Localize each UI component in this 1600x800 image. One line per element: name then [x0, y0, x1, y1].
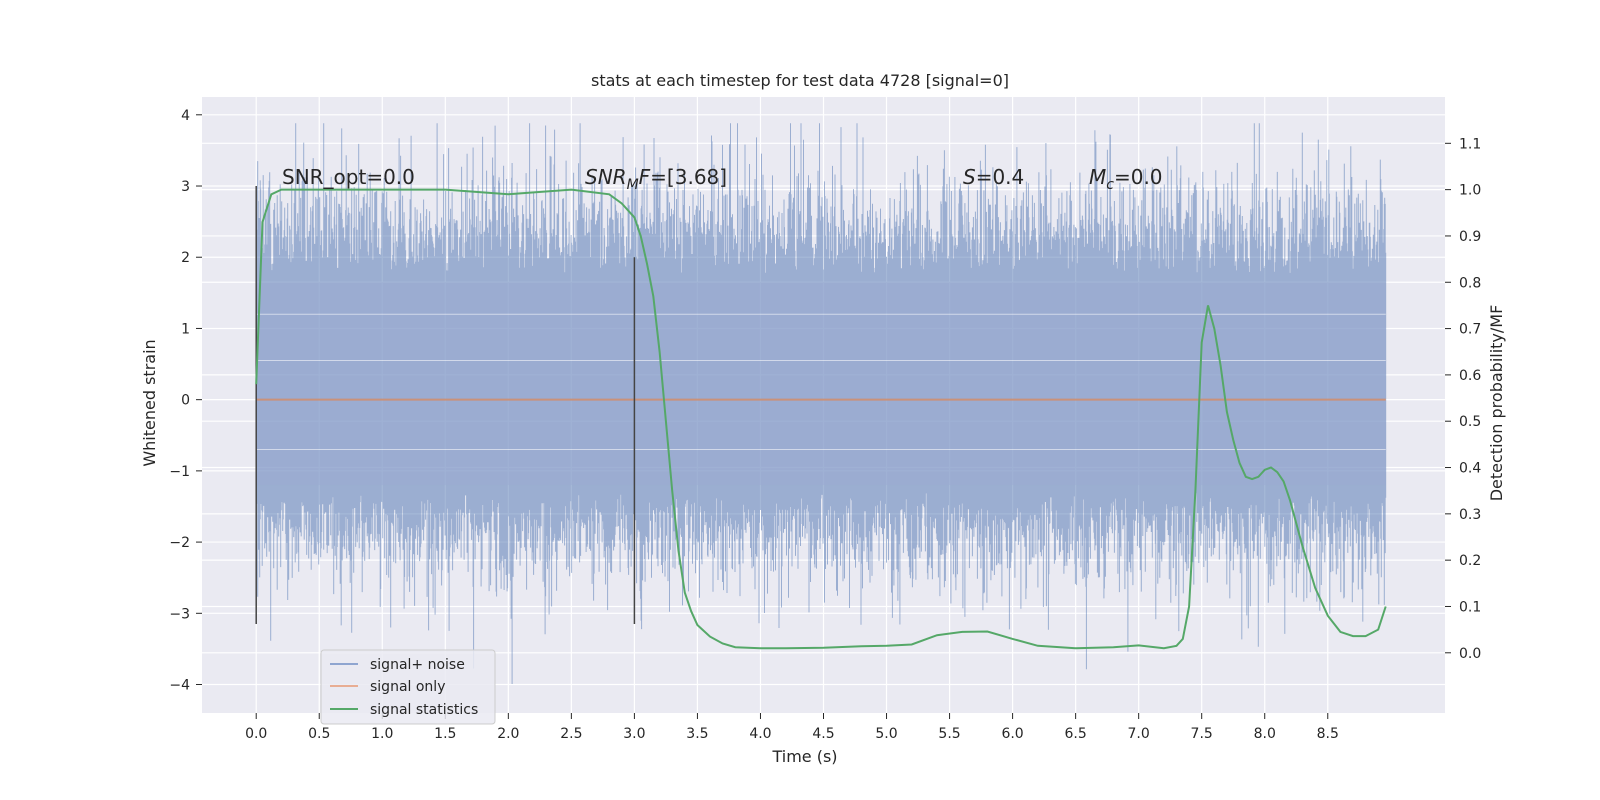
x-tick-label: 5.5 [938, 726, 960, 742]
y-right-tick-label: 0.1 [1459, 599, 1481, 615]
vertical-markers [255, 186, 636, 624]
annotation-s: S=0.4 [963, 165, 1024, 189]
annotations: SNR_opt=0.0 SNRMF=[3.68] S=0.4 Mc=0.0 [282, 165, 1163, 193]
annotation-snr-mf-value: =[3.68] [650, 165, 727, 189]
x-tick-label: 7.0 [1128, 726, 1150, 742]
x-tick-label: 6.0 [1001, 726, 1023, 742]
y-tick-label: −3 [169, 606, 190, 622]
x-tick-label: 6.5 [1064, 726, 1086, 742]
y-right-tick-label: 0.8 [1459, 275, 1481, 291]
stats-line [255, 188, 1387, 650]
legend-box [320, 649, 496, 725]
x-axis-label: Time (s) [771, 747, 837, 766]
x-tick-label: 5.0 [875, 726, 897, 742]
annotation-mc-symbol: M [1089, 165, 1106, 189]
x-tick-label: 3.0 [623, 726, 645, 742]
y-tick-label: 2 [181, 250, 190, 266]
legend: signal+ noise signal only signal statist… [320, 649, 496, 725]
annotation-s-symbol: S [963, 165, 976, 189]
y-right-tick-label: 0.3 [1459, 507, 1481, 523]
legend-label-stats: signal statistics [370, 702, 478, 718]
y-axis-label: Whitened strain [140, 339, 159, 466]
y-right-tick-label: 1.1 [1459, 136, 1481, 152]
x-tick-label: 7.5 [1191, 726, 1213, 742]
y-right-axis-label: Detection probability/MF [1487, 305, 1506, 502]
annotation-snr-opt: SNR_opt=0.0 [282, 165, 415, 189]
legend-label-noise: signal+ noise [370, 657, 465, 673]
y-tick-label: 3 [181, 179, 190, 195]
annotation-mc: Mc=0.0 [1089, 165, 1163, 193]
y-tick-label: −1 [169, 464, 190, 480]
annotation-mc-value: =0.0 [1114, 165, 1163, 189]
x-tick-label: 2.5 [560, 726, 582, 742]
y-tick-label: 1 [181, 321, 190, 337]
annotation-snr-mf-main: SNR [585, 165, 627, 189]
annotation-mc-sub: c [1106, 177, 1114, 193]
x-tick-label: 8.5 [1317, 726, 1339, 742]
y-right-tick-label: 0.2 [1459, 553, 1481, 569]
y-tick-label: 0 [181, 393, 190, 409]
annotation-s-value: =0.4 [976, 165, 1025, 189]
legend-label-signal: signal only [370, 679, 445, 695]
y-right-tick-label: 0.4 [1459, 461, 1481, 477]
chart-title: stats at each timestep for test data 472… [591, 71, 1009, 90]
noise-dense-band [256, 282, 1386, 486]
axis-ticks: 0.0 0.5 1.0 1.5 2.0 2.5 3.0 3.5 4.0 4.5 5.0 5.5 6.0 6… [169, 108, 1481, 742]
x-tick-label: 0.5 [308, 726, 330, 742]
x-tick-label: 4.0 [749, 726, 771, 742]
y-tick-label: −4 [169, 678, 190, 694]
x-tick-label: 3.5 [686, 726, 708, 742]
y-tick-label: −2 [169, 535, 190, 551]
x-tick-label: 4.5 [812, 726, 834, 742]
annotation-snr-mf: SNRMF=[3.68] [585, 165, 727, 193]
y-right-tick-label: 1.0 [1459, 183, 1481, 199]
y-tick-label: 4 [181, 108, 190, 124]
y-right-tick-label: 0.0 [1459, 646, 1481, 662]
y-right-tick-label: 0.7 [1459, 322, 1481, 338]
x-tick-label: 8.0 [1254, 726, 1276, 742]
y-right-tick-label: 0.6 [1459, 368, 1481, 384]
annotation-snr-mf-sub: M [627, 177, 639, 193]
y-right-tick-label: 0.5 [1459, 414, 1481, 430]
x-tick-label: 1.5 [434, 726, 456, 742]
stats-series [255, 188, 1387, 650]
x-tick-label: 2.0 [497, 726, 519, 742]
x-tick-label: 1.0 [371, 726, 393, 742]
x-tick-label: 0.0 [245, 726, 267, 742]
y-right-tick-label: 0.9 [1459, 229, 1481, 245]
annotation-snr-mf-f: F [639, 165, 651, 189]
